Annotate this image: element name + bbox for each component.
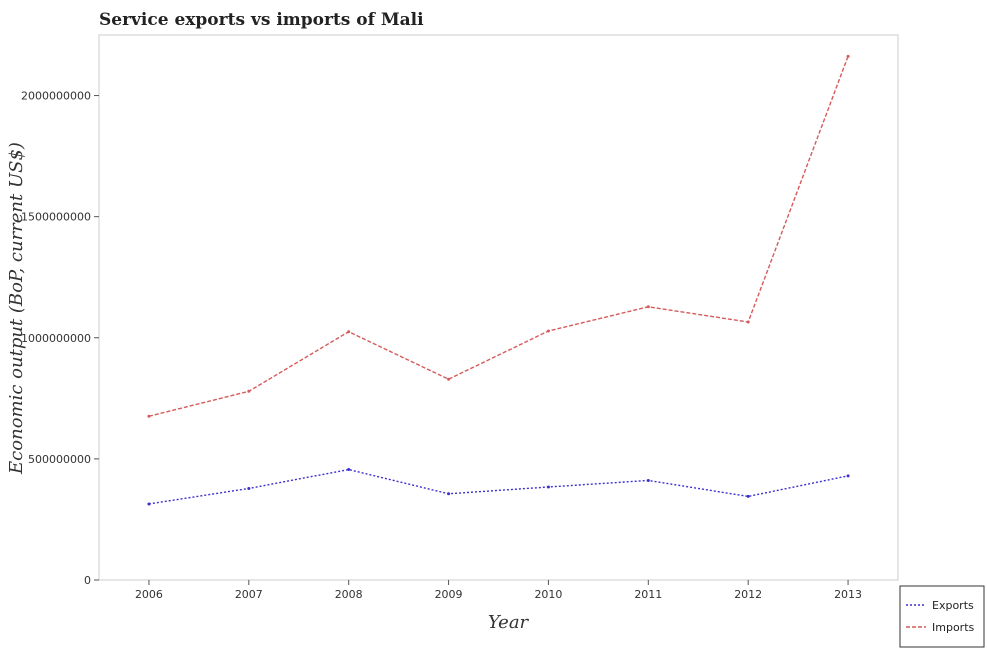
y-tick-label: 0 [84, 574, 91, 587]
x-tick-label: 2010 [534, 588, 562, 601]
x-tick-label: 2009 [435, 588, 463, 601]
x-tick-label: 2007 [235, 588, 263, 601]
exports-data-point [846, 474, 850, 478]
legend: Exports Imports [899, 585, 985, 648]
x-tick-label: 2006 [135, 588, 163, 601]
exports-series-line [148, 468, 849, 505]
imports-data-point [247, 389, 251, 393]
plot-area [98, 34, 899, 581]
imports-data-point [746, 320, 750, 324]
x-axis: 2006 2007 2008 2009 2010 2011 2012 2013 [135, 580, 862, 601]
y-tick-label: 500000000 [28, 453, 91, 466]
series-layer [147, 54, 850, 506]
exports-data-point [546, 485, 550, 489]
y-tick-label: 1000000000 [21, 332, 91, 345]
exports-data-point [746, 494, 750, 498]
y-axis: 0 500000000 1000000000 1500000000 2000000000 [21, 90, 99, 587]
imports-data-point [846, 54, 850, 58]
x-tick-label: 2013 [834, 588, 862, 601]
legend-label: Imports [932, 621, 975, 634]
y-tick-label: 1500000000 [21, 211, 91, 224]
x-tick-label: 2008 [335, 588, 363, 601]
x-tick-label: 2012 [734, 588, 762, 601]
exports-data-point [247, 486, 251, 490]
imports-series-line [148, 56, 849, 417]
exports-data-point [347, 468, 351, 472]
exports-data-point [147, 502, 151, 506]
exports-data-point [447, 492, 451, 496]
legend-label: Exports [932, 599, 974, 612]
x-tick-label: 2011 [634, 588, 662, 601]
imports-data-point [147, 414, 151, 418]
imports-data-point [546, 329, 550, 333]
exports-data-point [646, 478, 650, 482]
chart-title: Service exports vs imports of Mali [99, 10, 424, 30]
legend-box [899, 585, 985, 648]
imports-data-point [646, 305, 650, 309]
y-axis-title: Economic output (BoP, current US$) [6, 142, 27, 475]
imports-data-point [447, 377, 451, 381]
imports-data-point [347, 330, 351, 334]
x-axis-title: Year [488, 612, 530, 633]
y-tick-label: 2000000000 [21, 90, 91, 103]
